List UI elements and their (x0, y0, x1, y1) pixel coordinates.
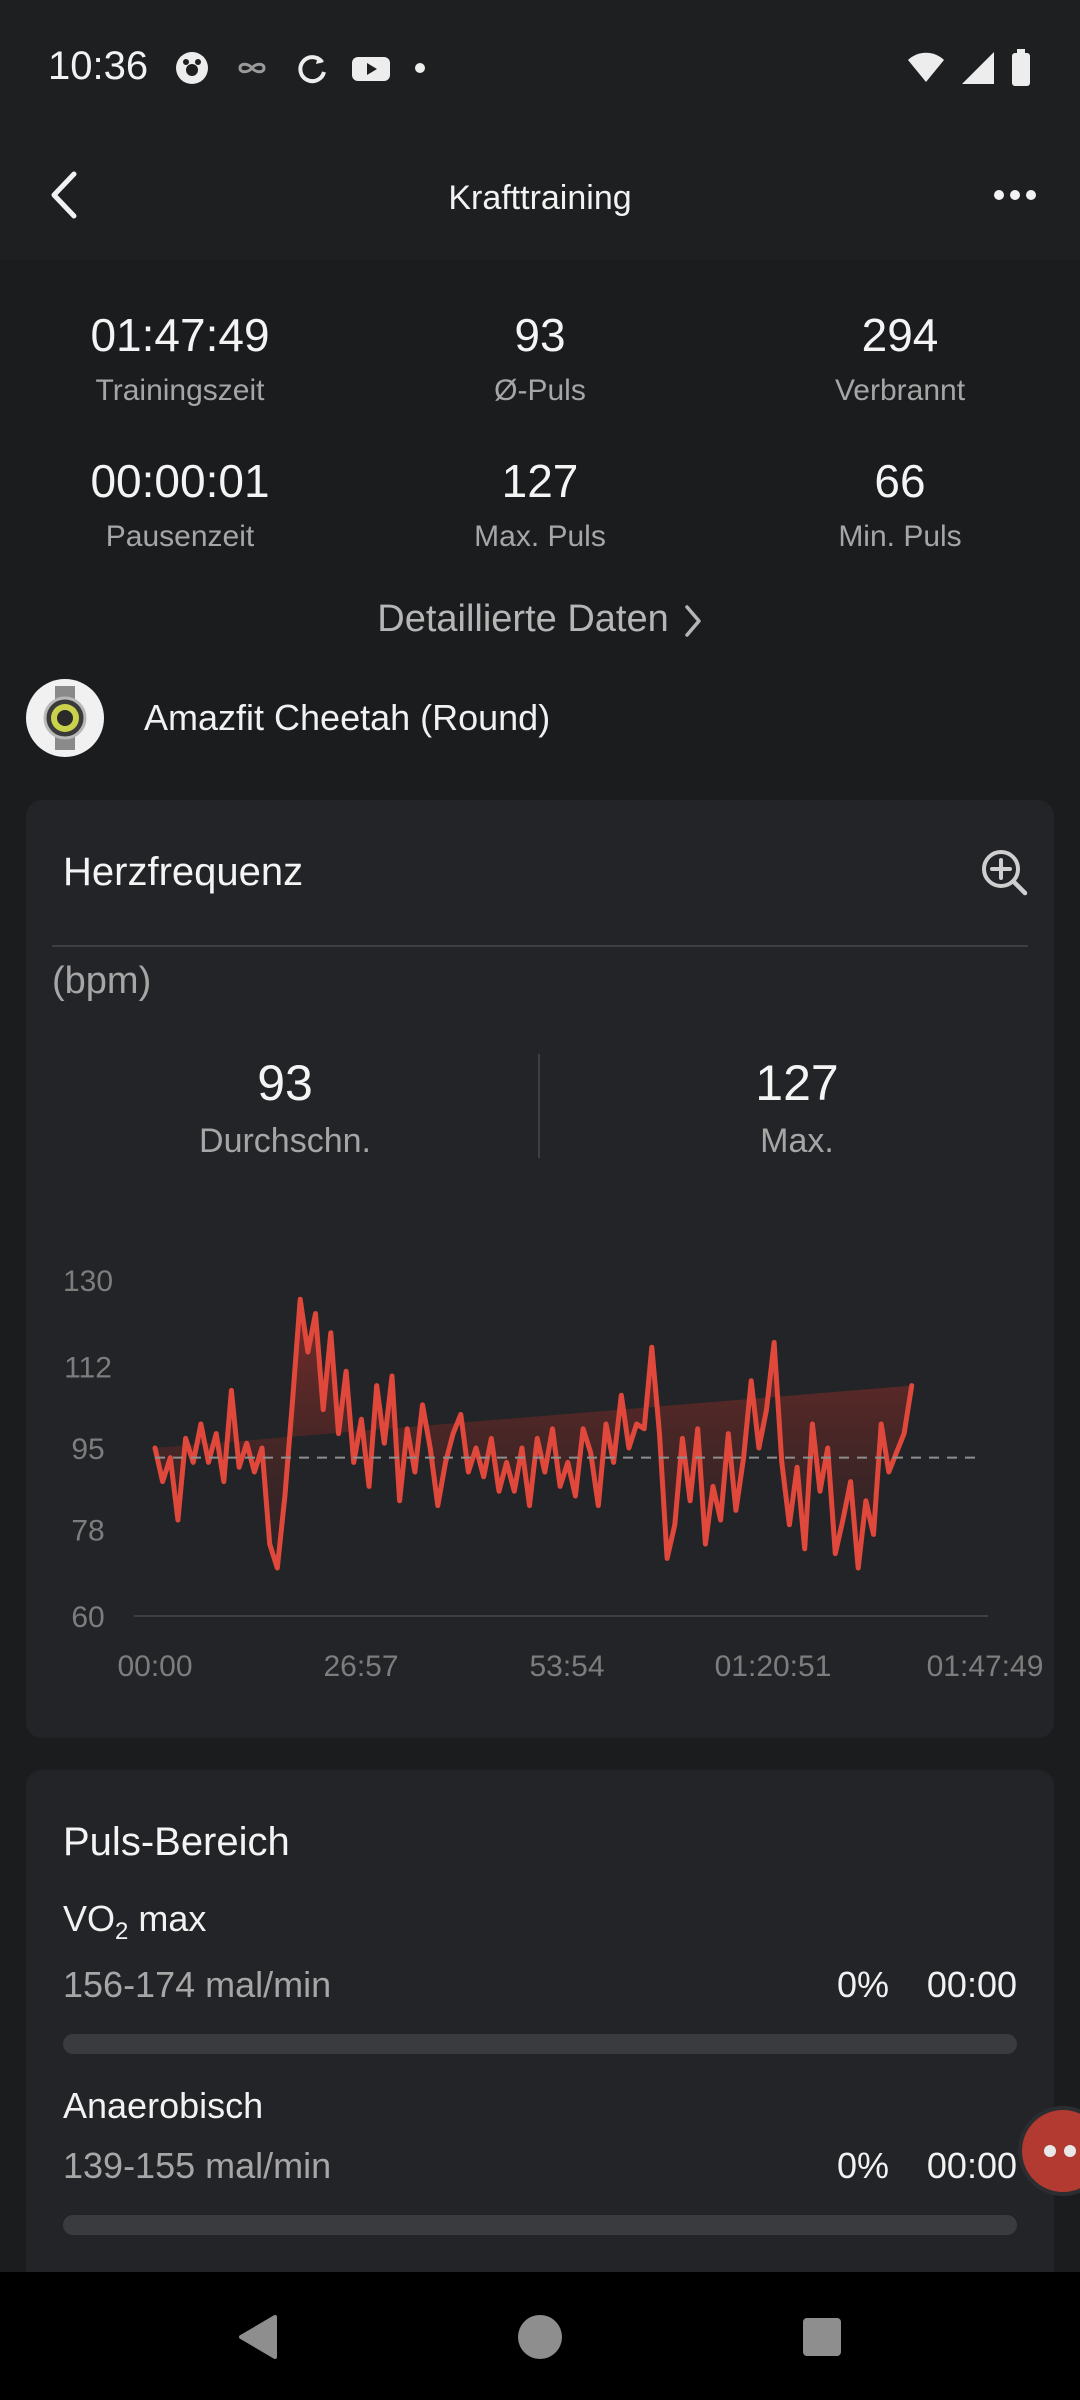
stat-value: 93 (514, 309, 566, 361)
zone-time: 00:00 (926, 1964, 1017, 2006)
zone-anaerobic: Anaerobisch 139-155 mal/min 0% 00:00 (63, 2085, 1017, 2235)
square-recents-icon (803, 2318, 841, 2356)
device-row[interactable]: Amazfit Cheetah (Round) (26, 678, 550, 758)
zone-range: 156-174 mal/min (63, 1964, 332, 2006)
hr-max-label: Max. (760, 1122, 834, 1160)
zoom-button[interactable] (974, 842, 1034, 902)
x-tick-label: 53:54 (529, 1650, 604, 1683)
stat-separator (538, 1054, 540, 1158)
youtube-icon (352, 57, 390, 81)
stat-label: Trainingszeit (95, 374, 265, 407)
stat-max-pulse: 127 Max. Puls (390, 458, 690, 554)
y-tick-label: 112 (64, 1351, 112, 1384)
nav-back-button[interactable] (222, 2302, 292, 2372)
stat-avg-pulse: 93 Ø-Puls (390, 312, 690, 408)
stat-training-time: 01:47:49 Trainingszeit (30, 312, 330, 408)
y-tick-label: 60 (71, 1601, 104, 1634)
heart-rate-card: Herzfrequenz (bpm) 93 Durchschn. 127 Max… (26, 800, 1054, 1738)
stat-value: 127 (501, 455, 579, 507)
x-tick-label: 01:20:51 (715, 1650, 832, 1683)
chevron-left-icon (51, 171, 77, 219)
back-button[interactable] (34, 165, 94, 225)
stat-value: 294 (861, 309, 939, 361)
stat-label: Min. Puls (838, 520, 962, 553)
heart-rate-chart: 130 112 95 78 60 00:00 26:57 53:54 01:20:51 01:47… (63, 1265, 1044, 1683)
hr-max: 127 Max. (622, 1058, 972, 1161)
divider (52, 945, 1028, 947)
hr-average: 93 Durchschn. (110, 1058, 460, 1161)
y-tick-label: 78 (71, 1515, 104, 1548)
heart-rate-line (152, 1296, 915, 1571)
y-tick-label: 95 (71, 1433, 104, 1466)
zone-name: Anaerobisch (63, 2085, 264, 2126)
card-title: Herzfrequenz (63, 850, 304, 894)
hr-average-label: Durchschn. (199, 1122, 371, 1160)
nav-recents-button[interactable] (787, 2302, 857, 2372)
triangle-back-icon (239, 2315, 277, 2359)
pawprint-notification-icon (176, 52, 208, 84)
notification-icons (172, 48, 430, 88)
y-tick-label: 130 (63, 1265, 113, 1298)
card-title: Puls-Bereich (63, 1820, 290, 1864)
x-tick-label: 26:57 (323, 1650, 398, 1683)
zone-vo2max: VO2 max 156-174 mal/min 0% 00:00 (63, 1898, 1017, 2055)
device-name: Amazfit Cheetah (Round) (144, 697, 551, 738)
zone-percent: 0% (836, 2145, 889, 2186)
stat-label: Verbrannt (834, 374, 966, 407)
infinity-icon (238, 62, 266, 74)
stat-label: Pausenzeit (105, 520, 255, 553)
stat-min-pulse: 66 Min. Puls (750, 458, 1050, 554)
more-horizontal-icon (994, 190, 1036, 200)
status-bar: 10:36 (0, 0, 1080, 135)
sync-icon (298, 55, 326, 84)
stat-value: 00:00:01 (90, 455, 270, 507)
signal-icon (962, 52, 994, 84)
x-tick-label: 00:00 (117, 1650, 192, 1683)
navigation-bar (0, 2272, 1080, 2400)
stat-pause-time: 00:00:01 Pausenzeit (30, 458, 330, 554)
system-icons (906, 48, 1032, 88)
zoom-in-icon (982, 850, 1028, 896)
wifi-icon (908, 52, 944, 82)
status-time: 10:36 (48, 44, 149, 88)
stat-value: 01:47:49 (90, 309, 270, 361)
stat-value: 66 (874, 455, 926, 507)
heart-rate-area (155, 1299, 912, 1568)
detailed-data-link[interactable]: Detaillierte Daten (0, 598, 1080, 641)
nav-home-button[interactable] (505, 2302, 575, 2372)
pulse-zones-card: Puls-Bereich VO2 max 156-174 mal/min 0% … (26, 1770, 1054, 2290)
dot-icon (415, 63, 425, 73)
zone-progress-bar (63, 2215, 1017, 2235)
zone-range: 139-155 mal/min (63, 2145, 332, 2186)
stat-calories: 294 Verbrannt (750, 312, 1050, 408)
chevron-right-icon (684, 605, 701, 637)
zone-name: VO2 max (63, 1898, 207, 1946)
more-options-button[interactable] (980, 170, 1050, 220)
battery-icon (1012, 49, 1030, 86)
unit-label: (bpm) (52, 960, 152, 1002)
hr-max-value: 127 (755, 1055, 839, 1111)
zone-progress-bar (63, 2034, 1017, 2055)
circle-home-icon (518, 2315, 562, 2359)
app-bar: Krafttraining (0, 135, 1080, 260)
hr-average-value: 93 (257, 1055, 313, 1111)
zone-time: 00:00 (926, 2145, 1017, 2186)
stat-label: Ø-Puls (494, 374, 586, 407)
stat-label: Max. Puls (474, 520, 606, 553)
page-title: Krafttraining (448, 179, 632, 217)
zone-percent: 0% (836, 1964, 889, 2006)
x-tick-label: 01:47:49 (927, 1650, 1044, 1683)
detailed-data-label: Detaillierte Daten (377, 598, 669, 640)
watch-icon (26, 679, 104, 757)
